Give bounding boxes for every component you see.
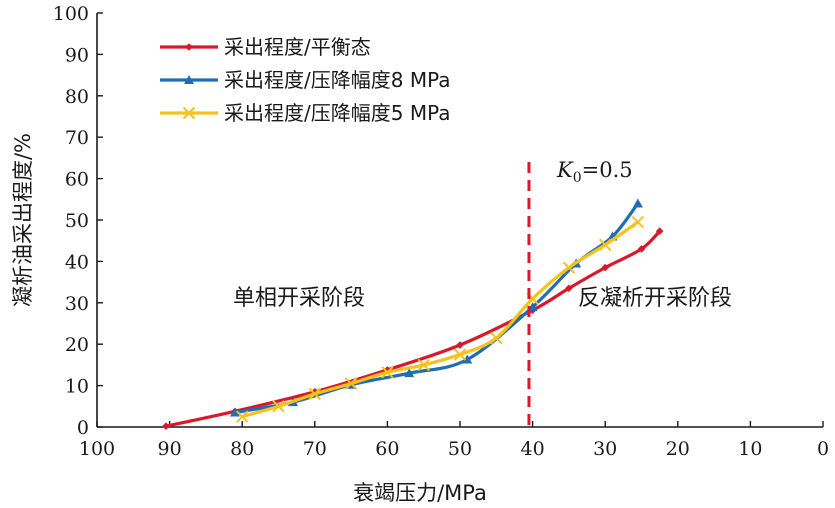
- k-subscript: 0: [573, 170, 582, 186]
- x-tick-label: 60: [375, 438, 399, 460]
- x-tick-label: 20: [666, 438, 690, 460]
- data-point: [453, 348, 467, 361]
- data-point: [632, 198, 643, 208]
- x-marker-stroke: [453, 348, 467, 361]
- data-point: [308, 387, 322, 401]
- x-axis-title: 衰竭压力/MPa: [353, 481, 487, 505]
- data-point: [456, 341, 464, 349]
- x-marker-stroke: [344, 377, 358, 390]
- data-point: [462, 354, 473, 364]
- legend-item: 采出程度/压降幅度8 MPa: [160, 68, 451, 92]
- legend-marker: [185, 43, 193, 51]
- x-marker-stroke: [182, 106, 196, 120]
- legend-item: 采出程度/压降幅度5 MPa: [160, 101, 451, 125]
- y-tick-label: 60: [65, 169, 89, 191]
- x-marker-stroke: [526, 292, 539, 305]
- data-point: [637, 245, 646, 253]
- x-marker-stroke: [490, 331, 503, 345]
- data-point: [404, 368, 415, 378]
- x-tick-label: 30: [593, 438, 617, 460]
- vertical-marker: K0=0.5: [527, 158, 633, 427]
- annotation-retrograde: 反凝析开采阶段: [578, 286, 732, 311]
- data-point: [598, 238, 612, 252]
- data-point: [655, 227, 664, 235]
- annotation-single-phase: 单相开采阶段: [233, 286, 365, 311]
- x-marker-stroke: [598, 238, 612, 252]
- x-tick-label: 80: [230, 438, 254, 460]
- x-tick-label: 90: [158, 438, 182, 460]
- series-2: [235, 215, 645, 423]
- vertical-line-label: K0=0.5: [556, 158, 633, 186]
- y-tick-label: 30: [65, 293, 89, 315]
- data-point: [229, 407, 240, 417]
- x-marker-stroke: [272, 400, 285, 413]
- data-point: [417, 358, 430, 372]
- y-tick-label: 70: [65, 127, 89, 149]
- y-tick-label: 80: [65, 86, 89, 108]
- data-point: [562, 261, 576, 274]
- legend-label: 采出程度/压降幅度8 MPa: [224, 68, 451, 92]
- y-axis-title: 凝析油采出程度/%: [11, 133, 35, 307]
- y-tick-label: 20: [65, 334, 89, 356]
- series-0: [162, 227, 664, 430]
- legend-marker: [184, 75, 194, 84]
- data-point: [235, 410, 249, 423]
- x-marker-stroke: [381, 366, 394, 379]
- x-tick-label: 40: [521, 438, 545, 460]
- data-point: [162, 422, 170, 430]
- x-marker-stroke: [417, 358, 430, 372]
- y-tick-label: 90: [65, 44, 89, 66]
- x-marker-stroke: [562, 261, 576, 274]
- legend-label: 采出程度/平衡态: [224, 35, 371, 59]
- data-point: [601, 263, 609, 272]
- k-symbol: K: [556, 158, 574, 182]
- legend-marker: [182, 106, 196, 120]
- series-line: [240, 220, 640, 419]
- x-marker-stroke: [631, 215, 645, 229]
- y-tick-label: 40: [65, 251, 89, 273]
- x-tick-label: 70: [303, 438, 327, 460]
- series-layer: [162, 198, 664, 430]
- x-tick-label: 50: [448, 438, 472, 460]
- data-point: [381, 366, 394, 379]
- data-point: [344, 377, 358, 390]
- legend-label: 采出程度/压降幅度5 MPa: [224, 101, 451, 125]
- y-tick-label: 10: [65, 376, 89, 398]
- axes: 100 90 80 70 60 50 40 30 20 10 0010203040506070809…: [53, 3, 829, 460]
- x-marker-stroke: [308, 387, 322, 401]
- data-point: [631, 215, 645, 229]
- y-tick-label: 0: [77, 417, 89, 439]
- data-point: [565, 284, 573, 293]
- series-line: [164, 229, 662, 428]
- x-marker-stroke: [235, 410, 249, 423]
- k-value: =0.5: [582, 158, 633, 182]
- legend-item: 采出程度/平衡态: [160, 35, 371, 59]
- x-tick-label: 100: [79, 438, 115, 460]
- x-tick-label: 10: [738, 438, 762, 460]
- data-point: [272, 400, 285, 413]
- data-point: [490, 331, 503, 345]
- y-tick-label: 100: [53, 3, 89, 25]
- x-tick-label: 0: [817, 438, 829, 460]
- y-tick-label: 50: [65, 210, 89, 232]
